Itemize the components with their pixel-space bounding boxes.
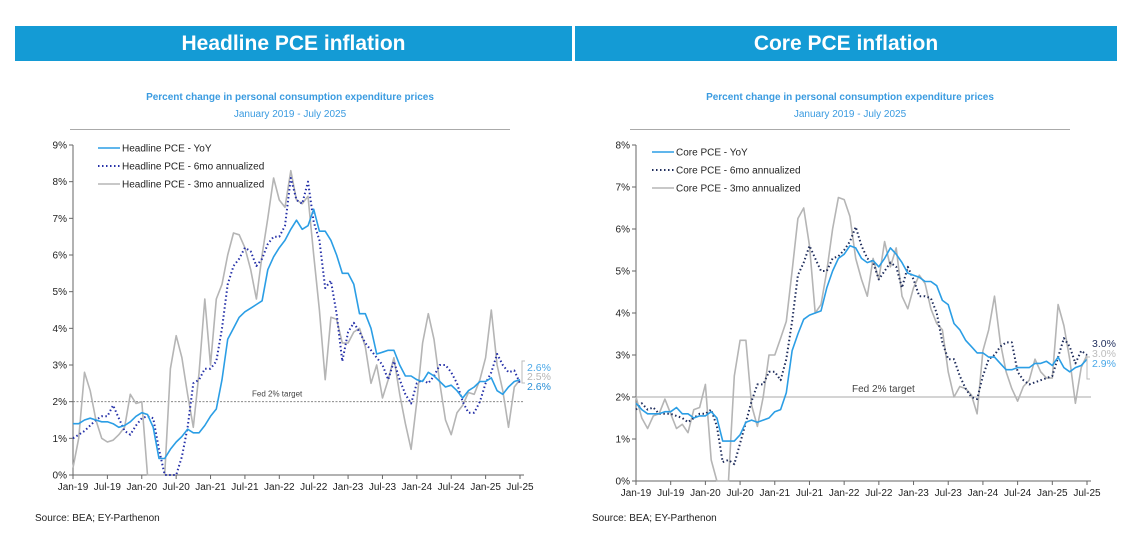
core-y-tick-label: 7% bbox=[616, 183, 631, 194]
core-source: Source: BEA; EY-Parthenon bbox=[592, 513, 717, 524]
headline-chart-subtitle: January 2019 - July 2025 bbox=[233, 109, 347, 120]
core-end-label: 2.9% bbox=[1092, 358, 1116, 370]
headline-end-label: 2.6% bbox=[527, 381, 551, 393]
headline-y-tick-label: 4% bbox=[53, 324, 68, 335]
headline-x-tick-label: Jan-20 bbox=[126, 482, 157, 493]
core-chart-subtitle: January 2019 - July 2025 bbox=[793, 109, 907, 120]
headline-x-tick-label: Jan-22 bbox=[264, 482, 295, 493]
core-banner-title: Core PCE inflation bbox=[753, 31, 939, 55]
headline-x-tick-label: Jul-25 bbox=[506, 482, 534, 493]
headline-x-tick-label: Jan-25 bbox=[470, 482, 501, 493]
core-target-label: Fed 2% target bbox=[852, 384, 915, 395]
headline-banner-title: Headline PCE inflation bbox=[181, 31, 406, 55]
headline-legend-label: Headline PCE - 3mo annualized bbox=[122, 180, 264, 191]
core-end-label: 3.0% bbox=[1092, 338, 1116, 350]
core-end-label: 3.0% bbox=[1092, 348, 1116, 360]
headline-end-label: 2.5% bbox=[527, 371, 551, 383]
headline-x-tick-label: Jan-23 bbox=[333, 482, 364, 493]
headline-y-tick-label: 7% bbox=[53, 214, 68, 225]
headline-banner: Headline PCE inflation bbox=[15, 26, 572, 61]
headline-target-label: Fed 2% target bbox=[252, 390, 303, 399]
core-x-tick-label: Jul-24 bbox=[1004, 488, 1032, 499]
core-x-tick-label: Jan-23 bbox=[898, 488, 929, 499]
core-chart-title: Percent change in personal consumption e… bbox=[706, 92, 994, 103]
headline-x-tick-label: Jul-22 bbox=[300, 482, 328, 493]
headline-x-tick-label: Jan-21 bbox=[195, 482, 226, 493]
core-y-tick-label: 1% bbox=[616, 435, 631, 446]
headline-y-tick-label: 5% bbox=[53, 287, 68, 298]
core-x-tick-label: Jul-25 bbox=[1073, 488, 1101, 499]
core-x-tick-label: Jan-22 bbox=[829, 488, 860, 499]
headline-x-tick-label: Jan-19 bbox=[58, 482, 89, 493]
core-x-tick-label: Jan-19 bbox=[621, 488, 652, 499]
headline-y-tick-label: 8% bbox=[53, 177, 68, 188]
core-y-tick-label: 6% bbox=[616, 225, 631, 236]
core-chart: 0% 1% 2% 3% 4% 5% 6% 7% 8% Jan-19 Jul-19 Jan-20 Jul-… bbox=[616, 141, 1116, 500]
headline-y-tick-label: 2% bbox=[53, 397, 68, 408]
headline-y-tick-label: 3% bbox=[53, 361, 68, 372]
core-series-line-2 bbox=[635, 196, 1088, 482]
core-x-tick-label: Jul-19 bbox=[657, 488, 685, 499]
core-end-label-bracket bbox=[1086, 356, 1090, 380]
core-legend-label: Core PCE - 3mo annualized bbox=[676, 184, 801, 195]
core-y-tick-label: 0% bbox=[616, 477, 631, 488]
core-x-tick-label: Jan-25 bbox=[1037, 488, 1068, 499]
headline-y-tick-label: 9% bbox=[53, 141, 68, 152]
headline-chart-title: Percent change in personal consumption e… bbox=[146, 92, 434, 103]
core-series-line-0 bbox=[635, 245, 1088, 442]
headline-series-line-0 bbox=[73, 208, 521, 460]
core-banner: Core PCE inflation bbox=[575, 26, 1117, 61]
headline-series-line-2 bbox=[72, 169, 521, 476]
headline-end-label: 2.6% bbox=[527, 362, 551, 374]
headline-y-tick-label: 0% bbox=[53, 471, 68, 482]
core-y-tick-label: 2% bbox=[616, 393, 631, 404]
core-x-tick-label: Jul-23 bbox=[935, 488, 963, 499]
core-y-tick-label: 5% bbox=[616, 267, 631, 278]
core-x-tick-label: Jul-21 bbox=[796, 488, 824, 499]
headline-x-tick-label: Jul-19 bbox=[94, 482, 122, 493]
core-x-tick-label: Jan-24 bbox=[968, 488, 999, 499]
headline-legend-label: Headline PCE - 6mo annualized bbox=[122, 162, 264, 173]
headline-chart: 0% 1% 2% 3% 4% 5% 6% 7% 8% 9% Jan-19 Jul-19 Jan-20 Ju… bbox=[53, 141, 551, 494]
headline-title-rule bbox=[70, 129, 510, 130]
core-y-tick-label: 4% bbox=[616, 309, 631, 320]
headline-y-tick-label: 6% bbox=[53, 251, 68, 262]
core-x-tick-label: Jul-22 bbox=[865, 488, 893, 499]
core-y-tick-label: 3% bbox=[616, 351, 631, 362]
headline-x-tick-label: Jul-21 bbox=[231, 482, 259, 493]
headline-x-tick-label: Jul-20 bbox=[163, 482, 191, 493]
headline-legend-label: Headline PCE - YoY bbox=[122, 144, 212, 155]
headline-y-tick-label: 1% bbox=[53, 434, 68, 445]
core-legend-label: Core PCE - 6mo annualized bbox=[676, 166, 801, 177]
core-title-rule bbox=[630, 129, 1070, 130]
headline-source: Source: BEA; EY-Parthenon bbox=[35, 513, 160, 524]
headline-x-tick-label: Jul-23 bbox=[369, 482, 397, 493]
headline-x-tick-label: Jan-24 bbox=[402, 482, 433, 493]
core-legend-label: Core PCE - YoY bbox=[676, 148, 748, 159]
core-x-tick-label: Jul-20 bbox=[726, 488, 754, 499]
core-y-tick-label: 8% bbox=[616, 141, 631, 152]
core-x-tick-label: Jan-21 bbox=[759, 488, 790, 499]
core-x-tick-label: Jan-20 bbox=[690, 488, 721, 499]
headline-x-tick-label: Jul-24 bbox=[438, 482, 466, 493]
core-series-line-1 bbox=[635, 225, 1088, 466]
headline-end-label-bracket bbox=[521, 360, 525, 384]
